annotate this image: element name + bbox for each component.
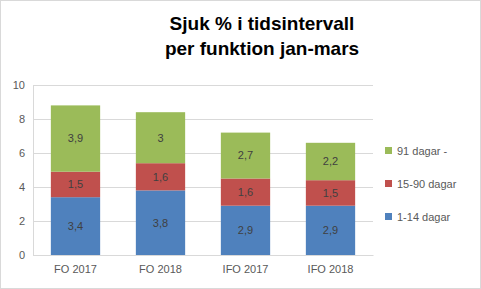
chart-border [1, 1, 481, 289]
bar [136, 163, 185, 190]
bar [306, 143, 355, 180]
title-line: per funktion jan-mars [165, 38, 359, 59]
legend: 91 dagar - 15-90 dagar 1-14 dagar [385, 145, 457, 223]
y-tick-label: 8 [19, 113, 25, 125]
data-label: 1,5 [68, 178, 83, 190]
bar [306, 180, 355, 206]
x-tick: FO 2017 [54, 255, 97, 275]
bar [136, 190, 185, 255]
y-tick-label: 10 [13, 79, 25, 91]
data-label: 3,9 [68, 132, 83, 144]
y-tick-label: 2 [19, 215, 25, 227]
grid [33, 86, 373, 256]
bar [221, 179, 270, 206]
bar [221, 206, 270, 255]
bar [136, 112, 185, 163]
data-label: 1,6 [238, 186, 253, 198]
x-axis-line [34, 255, 374, 256]
x-tick: FO 2018 [139, 255, 182, 275]
x-tick: IFO 2018 [308, 255, 354, 275]
y-tick: 2 [19, 215, 33, 227]
x-tick-label: FO 2018 [139, 263, 182, 275]
y-tick: 8 [19, 113, 33, 125]
y-tick-label: 4 [19, 181, 25, 193]
data-label: 3 [157, 132, 163, 144]
y-tick: 6 [19, 147, 33, 159]
bar [51, 197, 100, 255]
legend-label: 15-90 dagar [397, 178, 457, 190]
data-label: 1,6 [153, 171, 168, 183]
y-tick-label: 0 [19, 249, 25, 261]
x-tick: IFO 2017 [223, 255, 269, 275]
y-tick: 4 [19, 181, 33, 193]
chart: Sjuk % i tidsintervall per funktion jan-m… [0, 0, 481, 289]
data-label: 2,9 [238, 224, 253, 236]
data-label: 2,9 [323, 224, 338, 236]
y-axis-line [33, 86, 34, 256]
legend-label: 91 dagar - [397, 145, 447, 157]
legend-label: 1-14 dagar [397, 211, 451, 223]
x-tick-label: IFO 2017 [223, 263, 269, 275]
y-axis: 0 2 4 6 8 10 [13, 79, 34, 261]
grid-line [33, 85, 373, 86]
legend-swatch [385, 213, 392, 220]
title-line: Sjuk % i tidsintervall [170, 13, 355, 34]
data-label: 2,2 [323, 155, 338, 167]
y-tick-label: 6 [19, 147, 25, 159]
bar [306, 206, 355, 255]
data-label: 2,7 [238, 149, 253, 161]
legend-swatch [385, 180, 392, 187]
bar [51, 172, 100, 198]
title: Sjuk % i tidsintervall per funktion jan-m… [165, 13, 359, 59]
x-tick-label: IFO 2018 [308, 263, 354, 275]
bar [221, 133, 270, 179]
x-tick-label: FO 2017 [54, 263, 97, 275]
y-tick: 10 [13, 79, 33, 91]
y-tick: 0 [19, 249, 33, 261]
grid-line [33, 255, 373, 256]
x-axis: FO 2017 FO 2018 IFO 2017 IFO 2018 [34, 255, 374, 275]
data-label: 3,8 [153, 217, 168, 229]
legend-swatch [385, 147, 392, 154]
bar [51, 105, 100, 171]
bars [51, 105, 355, 255]
data-label: 1,5 [323, 187, 338, 199]
data-labels: 3,4 3,8 2,9 2,9 1,5 1,6 1,6 1,5 3,9 3 2,7 2,2 [68, 132, 338, 237]
data-label: 3,4 [68, 220, 83, 232]
